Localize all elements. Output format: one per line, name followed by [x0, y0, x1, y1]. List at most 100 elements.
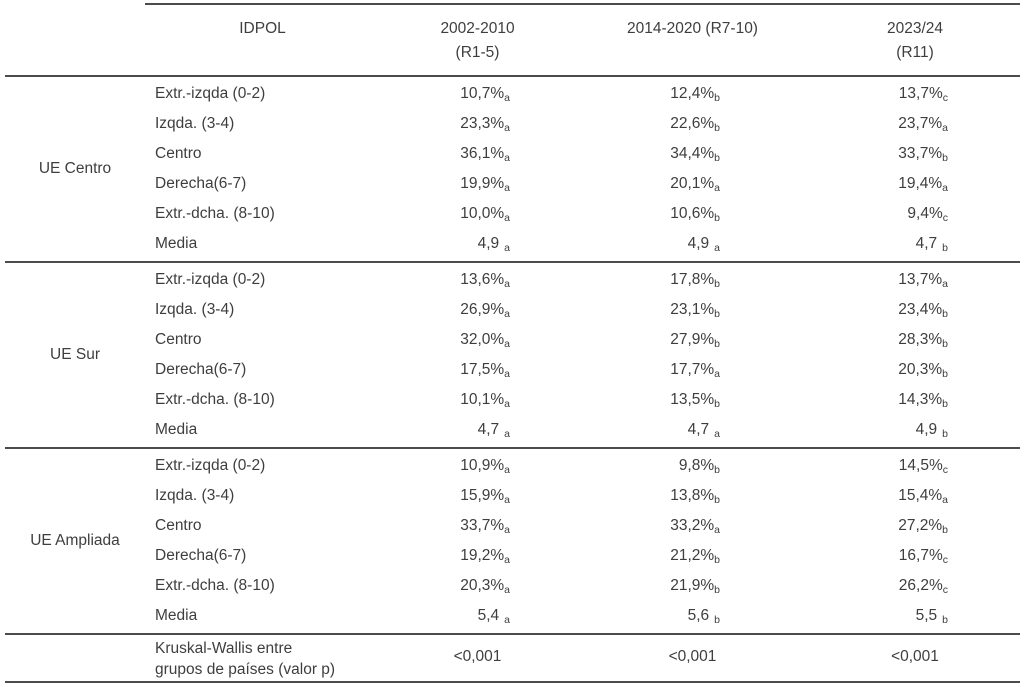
significance-subscript: a [504, 584, 510, 596]
group-rows: Extr.-izqda (0-2) 13,6%a 17,8%b 13,7%a Izqda… [145, 263, 1020, 447]
significance-subscript: c [942, 464, 948, 476]
value-text: 23,3% [460, 115, 505, 132]
table-row: Izqda. (3-4) 26,9%a 23,1%b 23,4%b [145, 295, 1020, 325]
value-text: 20,1% [670, 175, 715, 192]
statistics-table: IDPOL 2002-2010 (R1-5) 2014-2020 (R7-10)… [5, 3, 1020, 683]
significance-subscript: b [714, 92, 720, 104]
table-row: Izqda. (3-4) 23,3%a 22,6%b 23,7%a [145, 109, 1020, 139]
table-row: Centro 33,7%a 33,2%a 27,2%b [145, 511, 1020, 541]
row-label: Extr.-izqda (0-2) [155, 85, 266, 102]
value-cell: 23,1%b [575, 295, 810, 326]
value-text: 5,4 [477, 607, 500, 624]
value-text: 34,4% [670, 145, 715, 162]
table-body: UE Centro Extr.-izqda (0-2) 10,7%a 12,4%b 13… [5, 77, 1020, 635]
value-cell: 5,5 b [810, 601, 1020, 632]
value-cell: 14,3%b [810, 385, 1020, 416]
value-text: 5,6 [687, 607, 710, 624]
value-text: 5,5 [915, 607, 938, 624]
value-text: 13,6% [460, 271, 505, 288]
table-row: Extr.-izqda (0-2) 10,7%a 12,4%b 13,7%c [145, 79, 1020, 109]
value-text: 21,9% [670, 577, 715, 594]
value-text: 4,7 [915, 235, 938, 252]
group-block: UE Ampliada Extr.-izqda (0-2) 10,9%a 9,8%b 1… [5, 449, 1020, 635]
value-cell: 4,7 a [380, 415, 575, 446]
value-text: 10,0% [460, 205, 505, 222]
footer-label-line1: Kruskal-Wallis entre [155, 640, 293, 657]
value-text: 9,4% [907, 205, 943, 222]
value-cell: 20,3%b [810, 355, 1020, 386]
value-text: 10,6% [670, 205, 715, 222]
significance-subscript: c [942, 554, 948, 566]
value-text: 26,9% [460, 301, 505, 318]
value-text: 14,3% [898, 391, 943, 408]
footer-spacer-cell [5, 635, 145, 681]
value-cell: 10,9%a [380, 451, 575, 482]
significance-subscript: b [714, 122, 720, 134]
table-row: Derecha(6-7) 17,5%a 17,7%a 20,3%b [145, 355, 1020, 385]
value-text: 33,2% [670, 517, 715, 534]
significance-subscript: a [504, 278, 510, 290]
value-text: 33,7% [460, 517, 505, 534]
significance-subscript: a [504, 524, 510, 536]
value-cell: 23,3%a [380, 109, 575, 140]
significance-subscript: b [714, 584, 720, 596]
value-text: 16,7% [898, 547, 943, 564]
value-text: 19,9% [460, 175, 505, 192]
value-text: 20,3% [460, 577, 505, 594]
table-row: Extr.-izqda (0-2) 13,6%a 17,8%b 13,7%a [145, 265, 1020, 295]
value-cell: 21,2%b [575, 541, 810, 572]
value-text: 13,5% [670, 391, 715, 408]
value-cell: 10,6%b [575, 199, 810, 230]
value-text: 17,7% [670, 361, 715, 378]
value-text: 14,5% [898, 457, 943, 474]
group-label: UE Sur [50, 346, 100, 363]
significance-subscript: a [504, 614, 510, 626]
value-cell: 13,7%a [810, 265, 1020, 296]
significance-subscript: a [504, 92, 510, 104]
table-row: Extr.-izqda (0-2) 10,9%a 9,8%b 14,5%c [145, 451, 1020, 481]
value-cell: 4,9 b [810, 415, 1020, 446]
significance-subscript: a [504, 308, 510, 320]
header-col-2023-24: 2023/24 (R11) [810, 3, 1020, 75]
value-text: 22,6% [670, 115, 715, 132]
significance-subscript: a [504, 398, 510, 410]
significance-subscript: b [942, 614, 948, 626]
column-header-idpol: IDPOL [239, 20, 286, 37]
value-cell: 27,9%b [575, 325, 810, 356]
value-text: 10,7% [460, 85, 505, 102]
significance-subscript: a [942, 278, 948, 290]
significance-subscript: a [504, 242, 510, 254]
significance-subscript: b [714, 152, 720, 164]
value-cell: 16,7%c [810, 541, 1020, 572]
value-cell: 5,6 b [575, 601, 810, 632]
row-label: Media [155, 421, 198, 438]
value-text: 19,4% [898, 175, 943, 192]
value-cell: 23,7%a [810, 109, 1020, 140]
value-text: 36,1% [460, 145, 505, 162]
value-cell: 22,6%b [575, 109, 810, 140]
row-label: Derecha(6-7) [155, 361, 247, 378]
value-cell: 20,1%a [575, 169, 810, 200]
value-text: 10,9% [460, 457, 505, 474]
value-text: 26,2% [898, 577, 943, 594]
value-text: 27,9% [670, 331, 715, 348]
row-label: Izqda. (3-4) [155, 301, 235, 318]
value-text: 33,7% [898, 145, 943, 162]
table-row: Media 5,4 a 5,6 b 5,5 b [145, 601, 1020, 631]
value-cell: 13,6%a [380, 265, 575, 296]
footer-label-line2: grupos de países (valor p) [155, 661, 336, 678]
significance-subscript: a [504, 554, 510, 566]
table-row: Centro 36,1%a 34,4%b 33,7%b [145, 139, 1020, 169]
table-row: Media 4,9 a 4,9 a 4,7 b [145, 229, 1020, 259]
significance-subscript: b [714, 278, 720, 290]
significance-subscript: b [942, 152, 948, 164]
value-cell: 21,9%b [575, 571, 810, 602]
row-label: Extr.-dcha. (8-10) [155, 577, 275, 594]
value-cell: 10,1%a [380, 385, 575, 416]
value-cell: 4,9 a [380, 229, 575, 260]
significance-subscript: a [504, 182, 510, 194]
table-header-row: IDPOL 2002-2010 (R1-5) 2014-2020 (R7-10)… [5, 3, 1020, 77]
column-header-line2: (R11) [896, 44, 934, 61]
value-cell: 10,0%a [380, 199, 575, 230]
value-text: 15,9% [460, 487, 505, 504]
